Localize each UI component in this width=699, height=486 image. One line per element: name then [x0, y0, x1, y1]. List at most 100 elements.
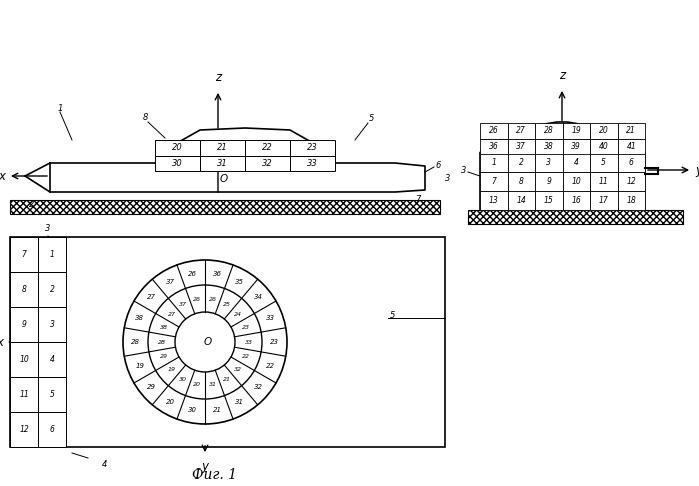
Text: z: z: [559, 69, 565, 82]
Text: 1: 1: [50, 250, 55, 259]
Text: 10: 10: [571, 177, 581, 186]
Text: 29: 29: [147, 383, 157, 390]
Text: 7: 7: [491, 177, 496, 186]
Polygon shape: [25, 163, 50, 192]
Text: 28: 28: [131, 339, 140, 345]
Text: z: z: [215, 71, 221, 84]
Text: 32: 32: [234, 367, 243, 372]
Text: 23: 23: [307, 143, 318, 152]
Text: x: x: [0, 335, 3, 348]
Bar: [535, 191, 563, 210]
Text: 1: 1: [491, 158, 496, 167]
Text: 27: 27: [517, 126, 526, 135]
Polygon shape: [50, 163, 425, 192]
Text: 5: 5: [390, 311, 396, 319]
Bar: [10, 412, 38, 447]
Bar: [38, 412, 66, 447]
Bar: [200, 140, 245, 156]
Text: 37: 37: [517, 142, 526, 151]
Text: 15: 15: [544, 196, 554, 205]
Text: 28: 28: [544, 126, 554, 135]
Text: 31: 31: [217, 159, 228, 168]
Text: 4: 4: [50, 355, 55, 364]
Bar: [10, 272, 38, 307]
Bar: [507, 139, 535, 154]
Bar: [617, 191, 645, 210]
Text: x: x: [0, 170, 5, 183]
Text: 38: 38: [135, 315, 144, 321]
Text: 21: 21: [626, 126, 636, 135]
Bar: [38, 342, 66, 377]
Bar: [535, 172, 563, 191]
Bar: [155, 156, 200, 171]
Bar: [563, 123, 590, 139]
Bar: [480, 191, 507, 210]
Text: 26: 26: [208, 296, 217, 302]
Text: 16: 16: [571, 196, 581, 205]
Bar: [10, 307, 38, 342]
Bar: [563, 139, 590, 154]
Text: 4: 4: [640, 193, 645, 203]
Bar: [507, 191, 535, 210]
Text: 38: 38: [160, 325, 168, 330]
Text: 5: 5: [369, 114, 375, 122]
Bar: [245, 156, 290, 171]
Bar: [38, 272, 66, 307]
Text: 26: 26: [489, 126, 498, 135]
Text: Фиг. 1: Фиг. 1: [192, 468, 238, 482]
Polygon shape: [480, 122, 645, 153]
Text: 17: 17: [599, 196, 609, 205]
Text: 20: 20: [172, 143, 183, 152]
Text: 2: 2: [29, 199, 35, 208]
Bar: [617, 172, 645, 191]
Text: 3: 3: [45, 224, 51, 233]
Text: 26: 26: [189, 271, 197, 277]
Text: 35: 35: [236, 279, 244, 285]
Bar: [468, 210, 683, 224]
Text: 41: 41: [626, 142, 636, 151]
Bar: [480, 123, 507, 139]
Text: 22: 22: [242, 354, 250, 359]
Bar: [563, 172, 590, 191]
Text: 6: 6: [629, 158, 634, 167]
Bar: [480, 139, 507, 154]
Bar: [535, 153, 563, 172]
Text: 37: 37: [166, 279, 175, 285]
Text: 40: 40: [599, 142, 609, 151]
Polygon shape: [155, 128, 335, 163]
Text: 3: 3: [547, 158, 552, 167]
Bar: [38, 237, 66, 272]
Bar: [535, 123, 563, 139]
Bar: [617, 123, 645, 139]
Text: 9: 9: [22, 320, 27, 329]
Text: 28: 28: [157, 340, 166, 345]
Text: 36: 36: [489, 142, 498, 151]
Text: 38: 38: [544, 142, 554, 151]
Text: 22: 22: [262, 143, 273, 152]
Text: 2: 2: [50, 285, 55, 294]
Text: 11: 11: [599, 177, 609, 186]
Bar: [535, 139, 563, 154]
Text: 7: 7: [415, 195, 421, 204]
Text: 21: 21: [212, 407, 222, 414]
Text: 23: 23: [270, 339, 279, 345]
Bar: [590, 172, 617, 191]
Text: 36: 36: [212, 271, 222, 277]
Text: 34: 34: [254, 295, 263, 300]
Bar: [563, 191, 590, 210]
Text: y: y: [695, 163, 699, 176]
Text: 27: 27: [168, 312, 175, 316]
Text: 26: 26: [194, 296, 201, 302]
Bar: [480, 153, 645, 210]
Text: 29: 29: [160, 354, 168, 359]
Text: 12: 12: [19, 425, 29, 434]
Text: 5: 5: [601, 158, 606, 167]
Bar: [590, 153, 617, 172]
Text: 3: 3: [50, 320, 55, 329]
Bar: [507, 153, 535, 172]
Text: 6: 6: [50, 425, 55, 434]
Bar: [155, 140, 200, 156]
Bar: [10, 237, 38, 272]
Text: 31: 31: [208, 382, 217, 387]
Text: 8: 8: [22, 285, 27, 294]
